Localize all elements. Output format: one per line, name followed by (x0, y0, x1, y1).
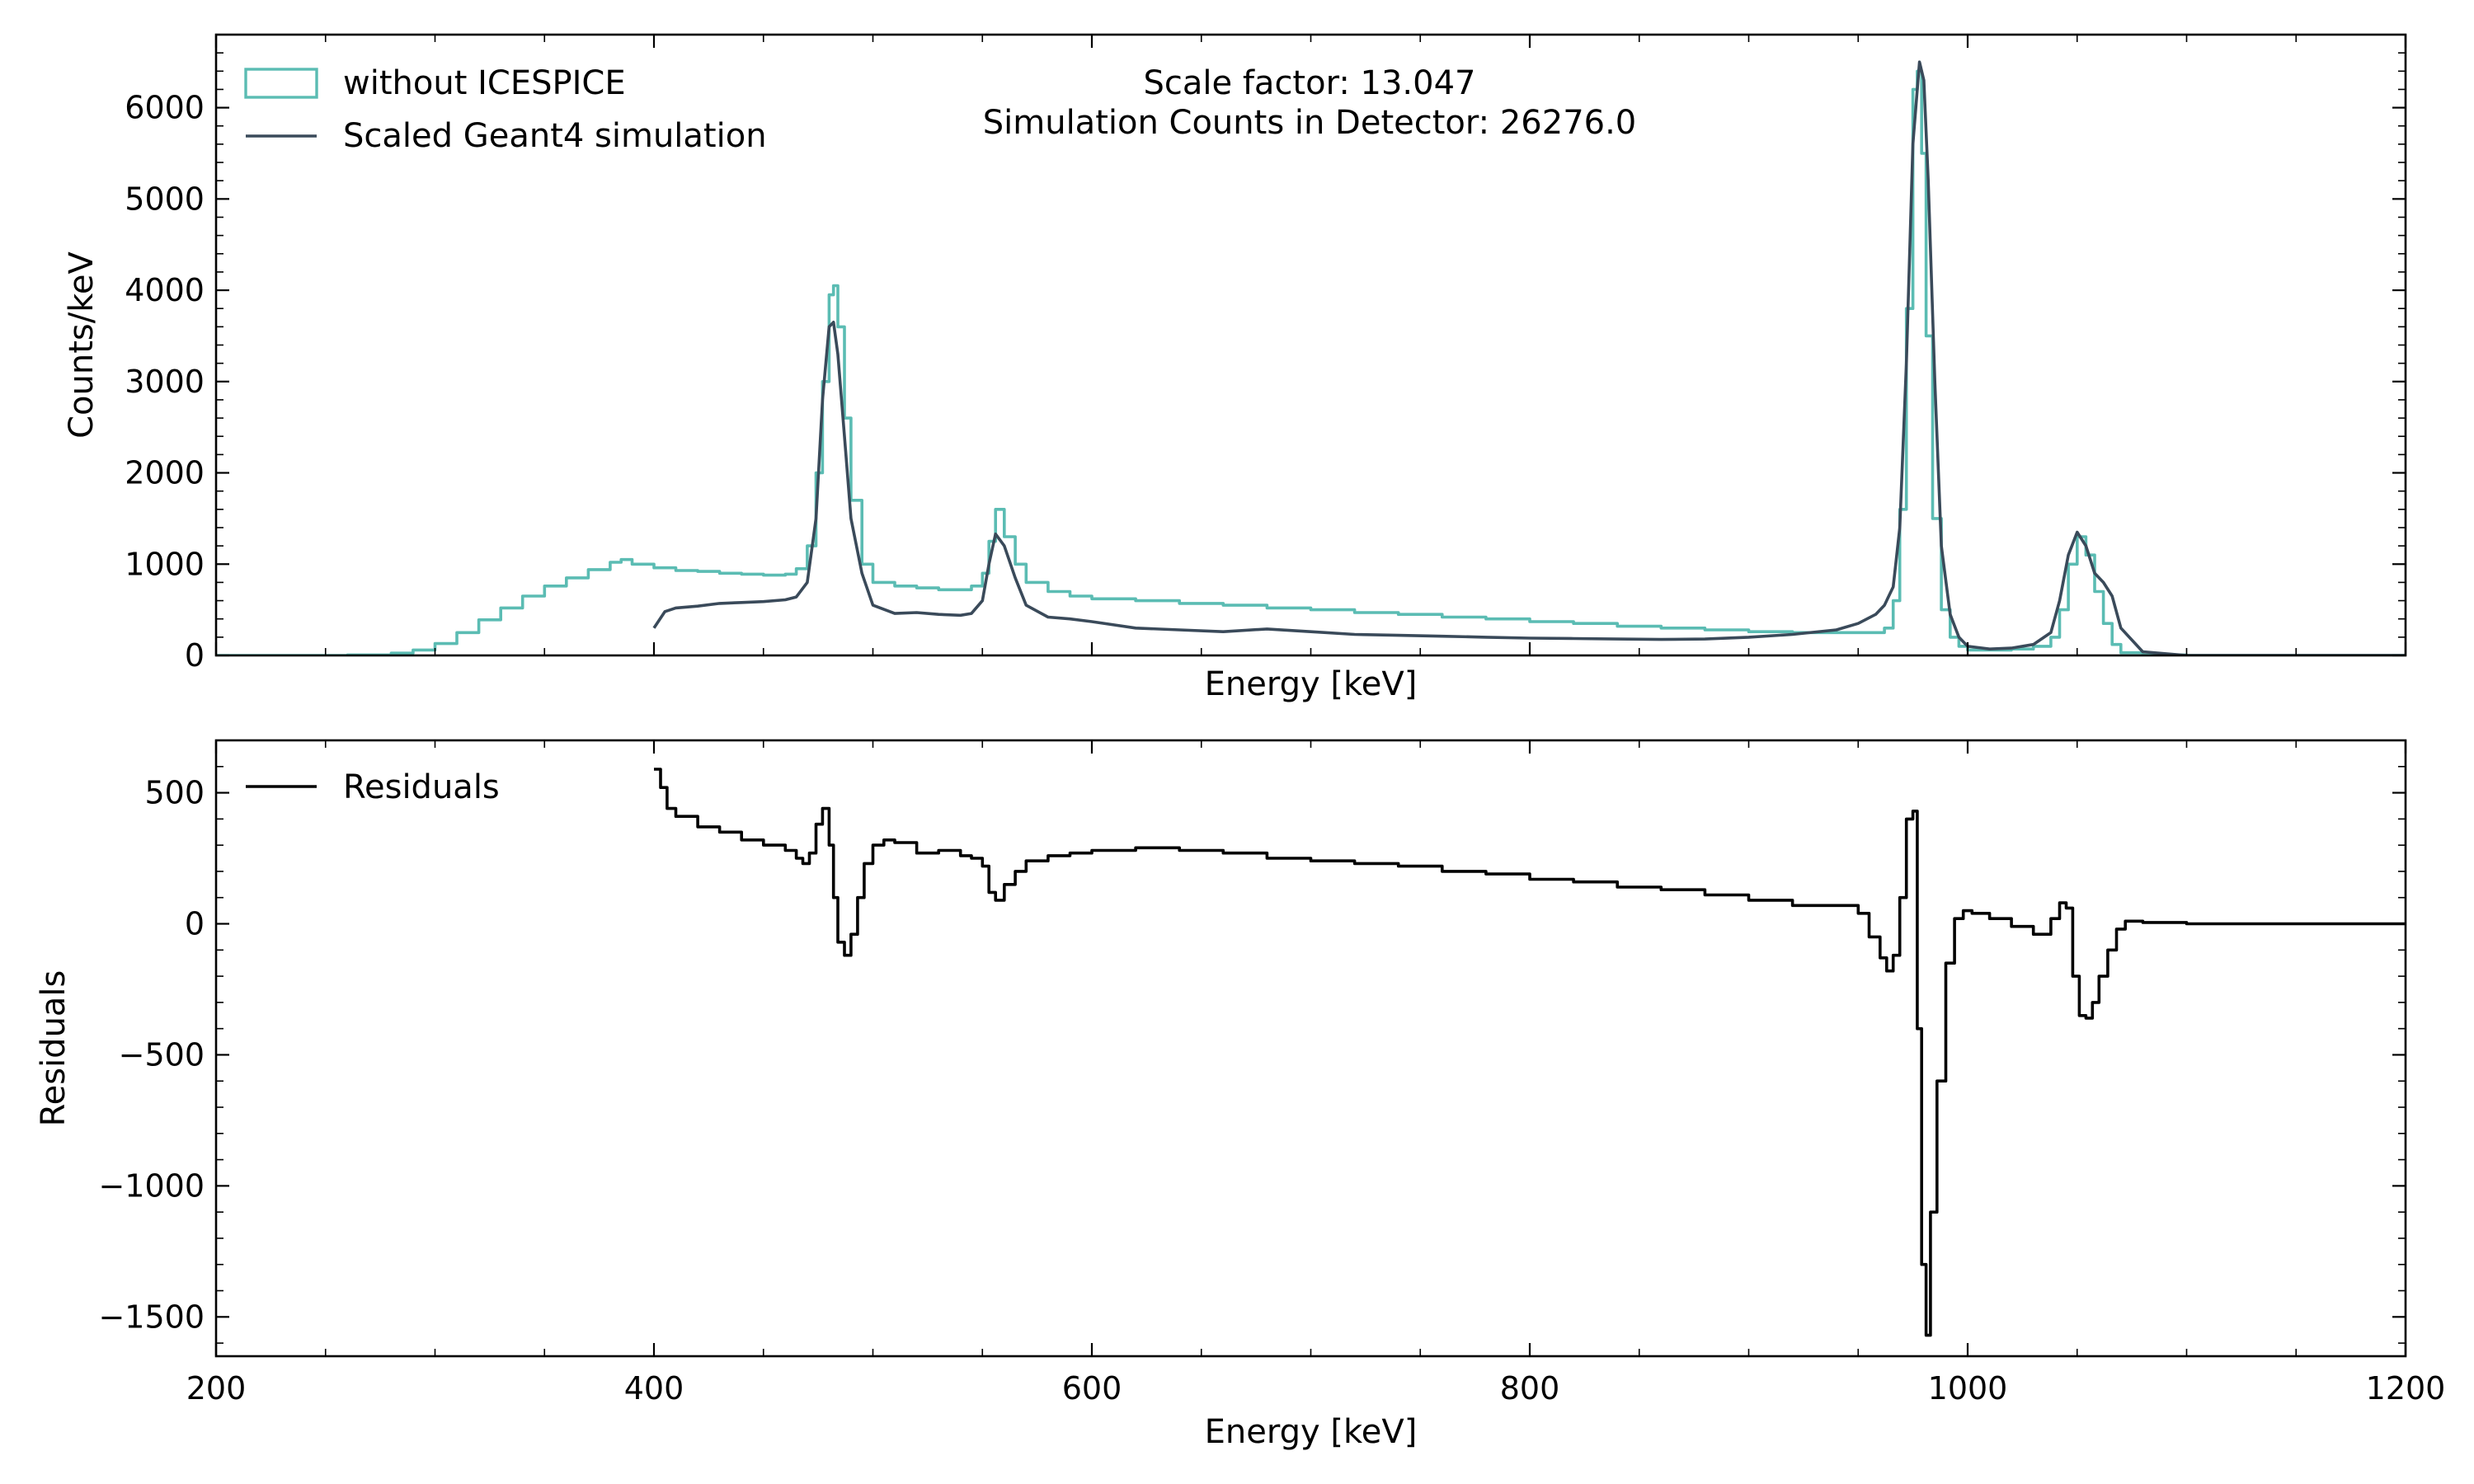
top-panel: 0 1000 2000 3000 4000 5000 6000 Energy [keV] C… (63, 33, 2407, 703)
annotation-simulation-counts: Simulation Counts in Detector: 26276.0 (983, 104, 1637, 142)
legend-swatch-without-icespice (244, 68, 318, 99)
bottom-legend: Residuals (246, 768, 500, 806)
bottom-panel: 200 400 600 800 1000 1200 −1500 −1000 −500 0 500 E… (35, 739, 2445, 1451)
x-tick-label: 200 (186, 1370, 247, 1407)
x-tick-label: 800 (1500, 1370, 1560, 1407)
x-tick-label: 400 (624, 1370, 684, 1407)
top-x-axis-label: Energy [keV] (1205, 665, 1418, 703)
bottom-ticks: 200 400 600 800 1000 1200 −1500 −1000 −500 0 500 (98, 740, 2445, 1407)
series-residuals (654, 768, 2406, 1337)
bottom-axes-frame (214, 739, 2407, 1358)
bottom-x-axis-label: Energy [keV] (1205, 1413, 1418, 1451)
x-tick-label: 1200 (2366, 1370, 2446, 1407)
annotation-scale-factor: Scale factor: 13.047 (1144, 64, 1476, 102)
y-tick-label: 3000 (125, 364, 205, 400)
y-tick-label: 4000 (125, 272, 205, 308)
y-tick-label: 2000 (125, 455, 205, 491)
y-tick-label: 500 (144, 775, 205, 811)
top-y-axis-label: Counts/keV (63, 251, 101, 438)
y-tick-label: 6000 (125, 90, 205, 126)
legend-label-without-icespice: without ICESPICE (343, 64, 626, 102)
legend-label-residuals: Residuals (343, 768, 500, 806)
y-tick-label: 5000 (125, 181, 205, 217)
y-tick-label: 0 (185, 637, 205, 674)
x-tick-label: 1000 (1928, 1370, 2008, 1407)
series-without-icespice (216, 69, 2406, 655)
top-legend: without ICESPICE Scaled Geant4 simulatio… (244, 64, 767, 155)
series-scaled-geant4-simulation (652, 60, 2406, 655)
bottom-y-axis-label: Residuals (35, 970, 73, 1127)
top-plot-area (216, 60, 2406, 655)
legend-label-geant4-simulation: Scaled Geant4 simulation (343, 117, 767, 155)
y-tick-label: −500 (119, 1036, 205, 1073)
y-tick-label: 0 (185, 906, 205, 942)
top-ticks: 0 1000 2000 3000 4000 5000 6000 (125, 34, 2407, 674)
x-tick-label: 600 (1062, 1370, 1122, 1407)
y-tick-label: −1000 (98, 1167, 205, 1204)
y-tick-label: −1500 (98, 1298, 205, 1335)
y-tick-label: 1000 (125, 546, 205, 582)
bottom-plot-area (654, 768, 2406, 1337)
